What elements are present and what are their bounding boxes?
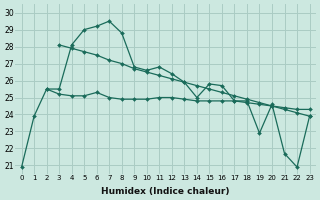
X-axis label: Humidex (Indice chaleur): Humidex (Indice chaleur) bbox=[101, 187, 230, 196]
